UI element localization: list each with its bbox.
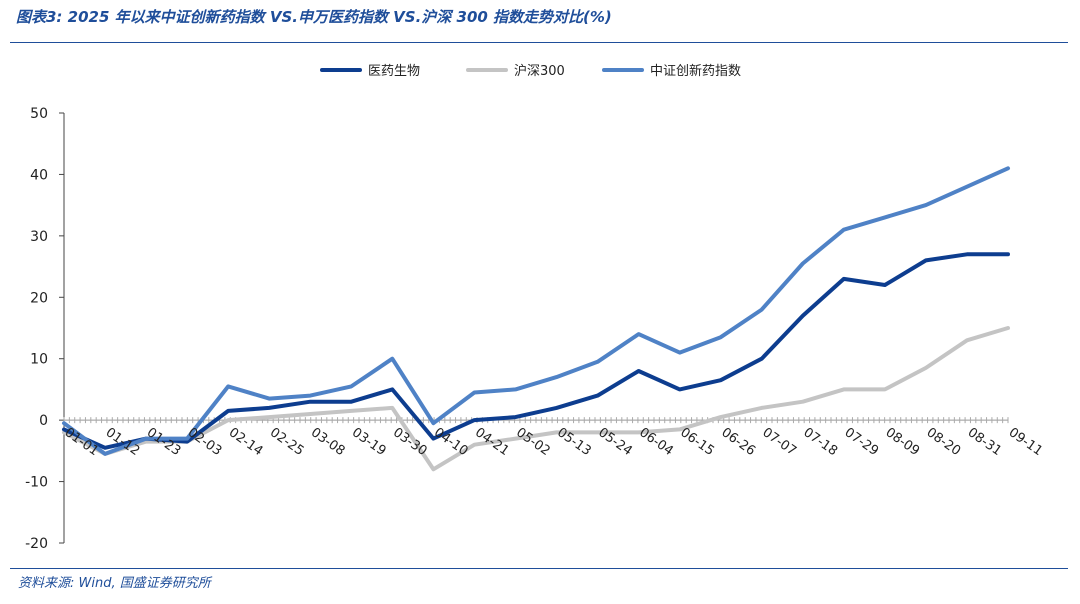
x-tick-label: 07-07 bbox=[759, 425, 799, 459]
x-tick-label: 09-11 bbox=[1006, 425, 1046, 459]
x-tick-label: 07-18 bbox=[800, 425, 840, 459]
y-tick-label: -10 bbox=[25, 475, 48, 491]
x-tick-label: 04-21 bbox=[472, 425, 512, 459]
y-tick-label: 0 bbox=[39, 413, 48, 429]
legend-label: 沪深300 bbox=[514, 63, 565, 79]
x-tick-label: 01-01 bbox=[62, 425, 102, 459]
x-tick-label: 05-13 bbox=[554, 425, 594, 459]
x-axis bbox=[63, 417, 1009, 424]
series-line-1 bbox=[62, 326, 1010, 472]
top-divider bbox=[10, 42, 1068, 43]
y-tick-label: -20 bbox=[25, 536, 48, 552]
x-tick-label: 03-08 bbox=[308, 425, 348, 459]
x-tick-label: 02-25 bbox=[267, 425, 307, 459]
source-note: 资料来源: Wind, 国盛证券研究所 bbox=[18, 576, 211, 591]
bottom-divider bbox=[10, 568, 1068, 569]
series-layer bbox=[62, 166, 1010, 472]
x-tick-label: 05-02 bbox=[513, 425, 553, 459]
x-tick-label: 08-31 bbox=[965, 425, 1005, 459]
y-tick-label: 20 bbox=[30, 290, 48, 306]
y-tick-label: 40 bbox=[30, 167, 48, 183]
series-line-0 bbox=[62, 252, 1010, 450]
x-tick-label: 06-26 bbox=[718, 425, 758, 459]
x-tick-label: 03-19 bbox=[349, 425, 389, 459]
y-axis: 50 40 30 20 10 0 -10 -20 bbox=[25, 106, 65, 552]
chart-title: 图表3: 2025 年以来中证创新药指数 VS.申万医药指数 VS.沪深 300… bbox=[16, 8, 612, 26]
legend-label: 医药生物 bbox=[368, 64, 420, 79]
legend: 医药生物 沪深300 中证创新药指数 bbox=[320, 63, 741, 79]
legend-label: 中证创新药指数 bbox=[650, 63, 741, 79]
x-tick-label: 03-30 bbox=[390, 425, 430, 459]
x-tick-label: 06-15 bbox=[677, 425, 717, 459]
series-line-2 bbox=[62, 166, 1010, 456]
x-tick-label: 08-09 bbox=[883, 425, 923, 459]
y-tick-label: 10 bbox=[30, 352, 48, 368]
y-tick-label: 50 bbox=[30, 106, 48, 122]
x-tick-label: 07-29 bbox=[842, 425, 882, 459]
x-tick-label: 08-20 bbox=[924, 425, 964, 459]
x-tick-label: 05-24 bbox=[595, 425, 635, 459]
y-tick-label: 30 bbox=[30, 229, 48, 245]
x-tick-label: 02-14 bbox=[226, 425, 266, 459]
